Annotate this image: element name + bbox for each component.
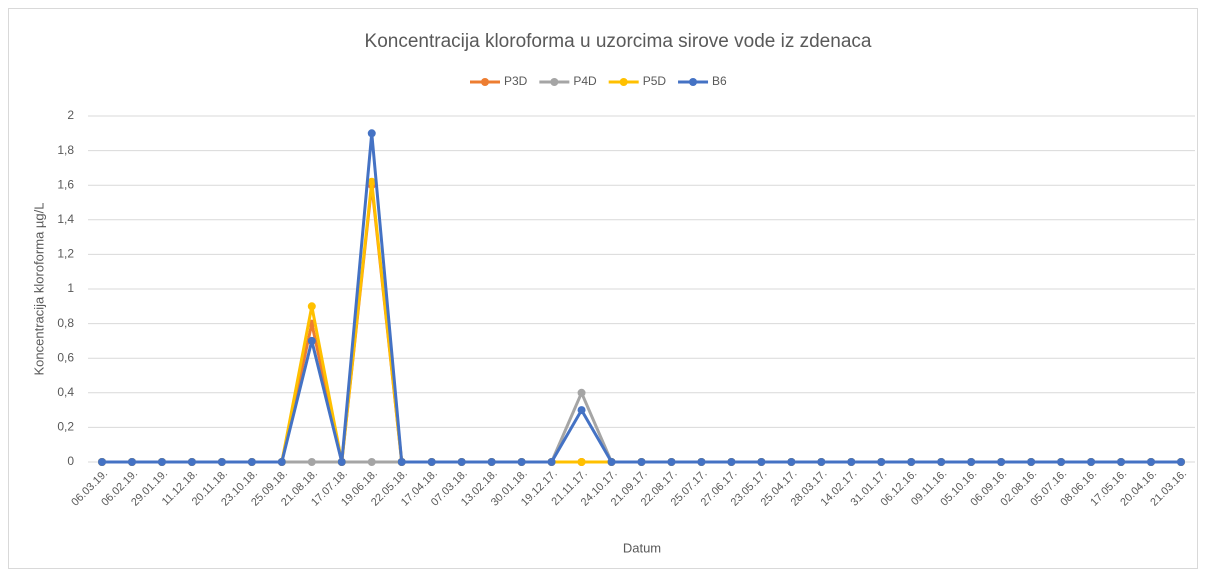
data-point — [847, 458, 856, 466]
data-point — [337, 458, 346, 466]
data-point — [1087, 458, 1096, 466]
data-point — [457, 458, 466, 466]
x-axis-label: Datum — [623, 540, 661, 555]
y-tick-label: 1 — [67, 281, 74, 295]
chart-title: Koncentracija kloroforma u uzorcima siro… — [365, 31, 872, 52]
data-point — [967, 458, 976, 466]
y-tick-label: 0 — [67, 454, 74, 468]
legend-label: B6 — [712, 74, 727, 88]
data-point — [547, 458, 556, 466]
data-point — [577, 388, 586, 397]
data-point — [307, 302, 316, 311]
data-point — [517, 458, 526, 466]
y-axis-label: Koncentracija kloroforma µg/L — [31, 203, 46, 376]
data-point — [157, 458, 166, 466]
legend-label: P5D — [643, 74, 667, 88]
data-point — [877, 458, 886, 466]
data-point — [577, 458, 586, 466]
data-point — [397, 458, 406, 466]
data-point — [637, 458, 646, 466]
data-point — [607, 458, 616, 466]
data-point — [127, 458, 136, 466]
y-tick-label: 2 — [67, 108, 74, 122]
data-point — [817, 458, 826, 466]
data-point — [937, 458, 946, 466]
data-point — [997, 458, 1006, 466]
data-point — [667, 458, 676, 466]
y-tick-label: 0,6 — [57, 350, 74, 364]
y-tick-label: 1,2 — [57, 247, 74, 261]
data-point — [367, 129, 376, 138]
data-point — [247, 458, 256, 466]
data-point — [727, 458, 736, 466]
y-tick-label: 1,4 — [57, 212, 74, 226]
data-point — [757, 458, 766, 466]
data-point — [787, 458, 796, 466]
data-point — [1117, 458, 1126, 466]
data-point — [367, 458, 376, 466]
data-point — [427, 458, 436, 466]
legend-label: P3D — [504, 74, 528, 88]
data-point — [907, 458, 916, 466]
data-point — [367, 177, 376, 186]
data-point — [1057, 458, 1066, 466]
data-point — [307, 336, 316, 345]
y-tick-label: 0,2 — [57, 420, 74, 434]
data-point — [1147, 458, 1156, 466]
legend-marker — [481, 78, 489, 86]
data-point — [187, 458, 196, 466]
y-tick-label: 0,8 — [57, 316, 74, 330]
data-point — [98, 458, 106, 466]
data-point — [1177, 458, 1185, 466]
legend-marker — [550, 78, 559, 86]
y-tick-label: 1,6 — [57, 177, 74, 191]
legend-label: P4D — [573, 74, 597, 88]
legend-marker — [619, 78, 628, 86]
y-tick-label: 0,4 — [57, 385, 74, 399]
data-point — [697, 458, 706, 466]
data-point — [217, 458, 226, 466]
data-point — [577, 406, 586, 415]
data-point — [307, 458, 316, 466]
legend-marker — [689, 78, 698, 86]
data-point — [277, 458, 286, 466]
data-point — [487, 458, 496, 466]
data-point — [1027, 458, 1036, 466]
y-tick-label: 1,8 — [57, 143, 74, 157]
